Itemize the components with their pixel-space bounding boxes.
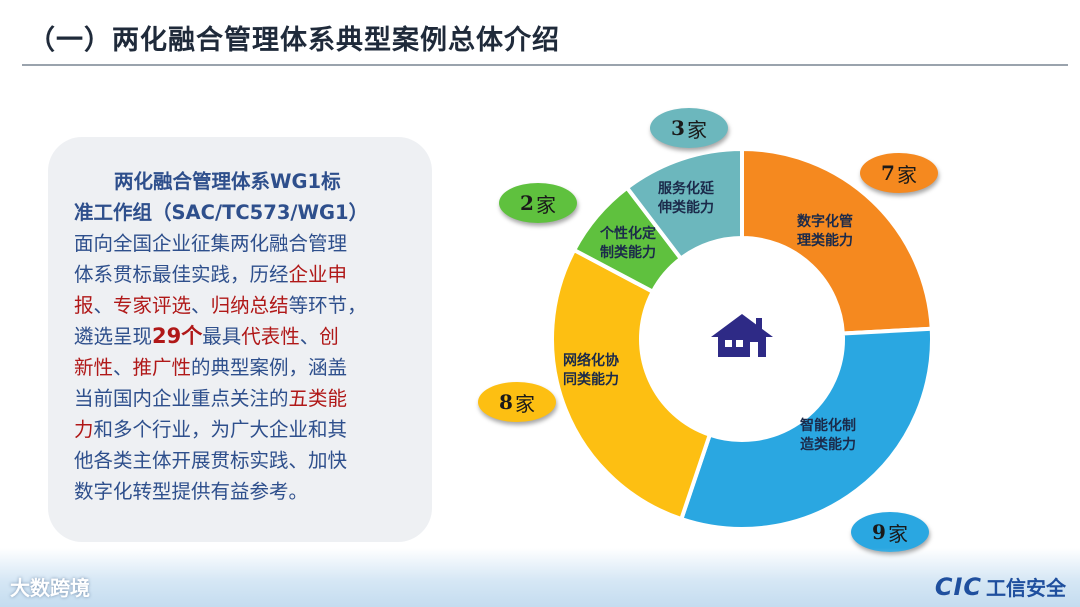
- highlight-text: 五类能: [288, 387, 348, 410]
- body-text: 等环节，: [288, 294, 367, 317]
- body-text: 和多个行业，为广大企业和其: [93, 418, 348, 441]
- intro-text: 两化融合管理体系WG1标 准工作组（SAC/TC573/WG1） 面向全国企业征…: [74, 166, 410, 507]
- body-text: 、: [113, 356, 133, 379]
- highlight-text: 企业申: [288, 263, 348, 286]
- watermark-left: 大数跨境: [10, 576, 90, 600]
- donut-segment-service-extension: [624, 146, 744, 262]
- card-body: 面向全国企业征集两化融合管理 体系贯标最佳实践，历经企业申 报、专家评选、归纳总…: [74, 228, 410, 507]
- body-text: 、: [93, 294, 114, 317]
- body-text: 数字化转型提供有益参考。: [74, 480, 309, 503]
- highlight-text: 代表性: [241, 325, 300, 348]
- watermark-right-logo: CIC 工信安全: [934, 573, 1066, 601]
- highlight-text: 创: [319, 325, 339, 348]
- body-text: 、: [299, 325, 320, 348]
- donut-segments: [550, 146, 934, 531]
- body-text: 、: [191, 294, 211, 317]
- donut-segment-digital-management: [740, 146, 934, 336]
- body-text: 面向全国企业征集两化融合管理: [74, 232, 348, 255]
- donut-segment-intelligent-manufacturing: [678, 326, 934, 531]
- segment-label-networked-collaboration: 网络化协 同类能力: [563, 353, 619, 388]
- body-text: 最具: [202, 325, 242, 348]
- slide-title: （一）两化融合管理体系典型案例总体介绍: [28, 25, 560, 56]
- card-heading: 两化融合管理体系WG1标 准工作组（SAC/TC573/WG1）: [74, 166, 410, 228]
- highlight-text: 力: [74, 418, 94, 441]
- footer-band: [0, 548, 1080, 607]
- house-icon: [711, 314, 773, 357]
- body-text: 当前国内企业重点关注的: [74, 387, 289, 410]
- case-count-text: 29个: [152, 324, 203, 348]
- body-text: 的典型案例，涵盖: [191, 356, 348, 379]
- highlight-text: 新性: [74, 356, 114, 379]
- intro-card: [48, 137, 432, 542]
- segment-label-intelligent-manufacturing: 智能化制 造类能力: [800, 418, 856, 453]
- segment-label-service-extension: 服务化延 伸类能力: [658, 181, 714, 216]
- body-text: 遴选呈现: [74, 325, 153, 348]
- donut-segment-networked-collaboration: [550, 247, 713, 522]
- segment-label-digital-management: 数字化管 理类能力: [797, 214, 853, 249]
- body-text: 他各类主体开展贯标实践、加快: [74, 449, 348, 472]
- card-heading-line2: 准工作组（SAC/TC573/WG1）: [74, 201, 369, 224]
- segment-label-personalized-customization: 个性化定 制类能力: [600, 226, 656, 261]
- highlight-text: 推广性: [132, 356, 192, 379]
- body-text: 体系贯标最佳实践，历经: [74, 263, 289, 286]
- title-divider: [22, 64, 1068, 66]
- card-heading-line1: 两化融合管理体系WG1标: [114, 170, 341, 193]
- highlight-text: 报: [74, 294, 94, 317]
- highlight-text: 专家评选: [113, 294, 192, 317]
- highlight-text: 归纳总结: [210, 294, 289, 317]
